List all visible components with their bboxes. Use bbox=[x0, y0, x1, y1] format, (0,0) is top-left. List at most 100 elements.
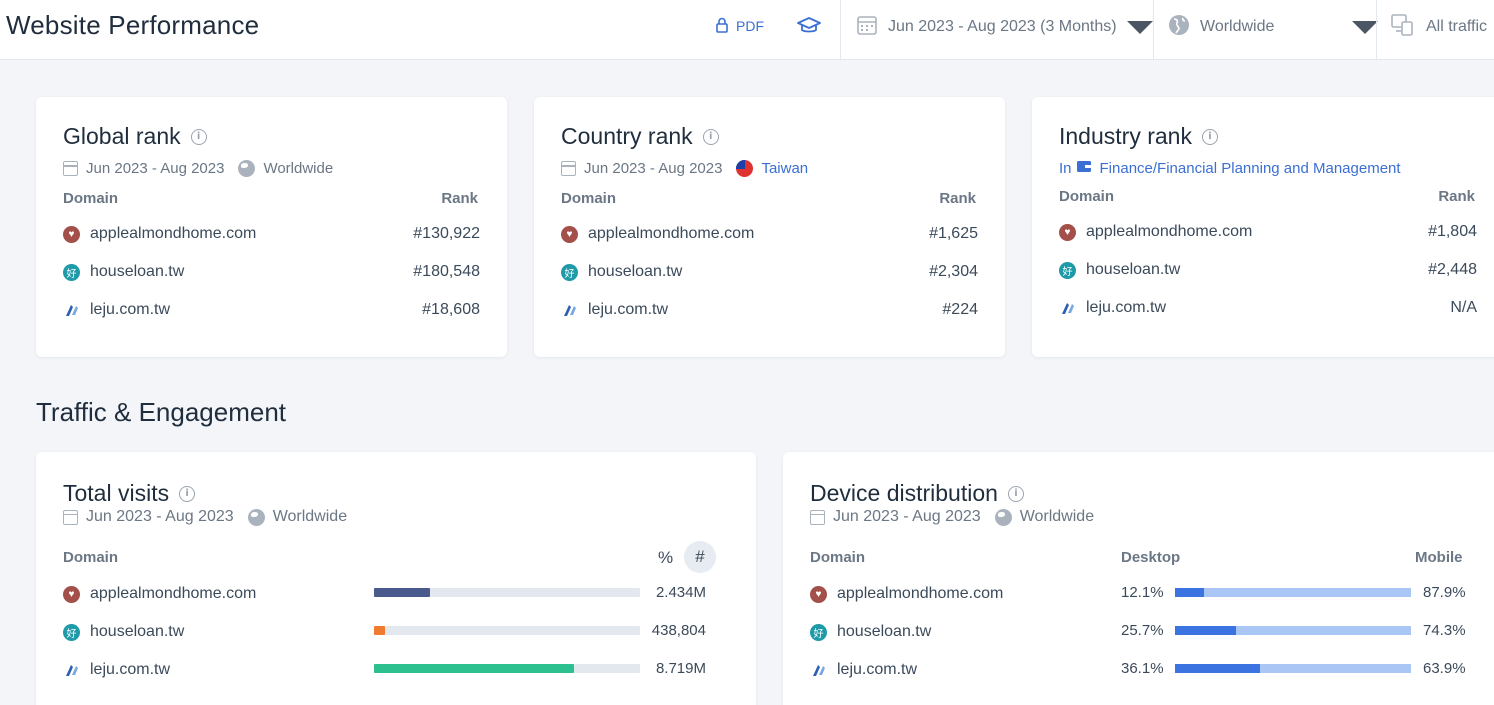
calendar-icon bbox=[561, 161, 576, 176]
column-header-mobile: Mobile bbox=[1415, 549, 1463, 566]
list-item[interactable]: 好 houseloan.tw bbox=[63, 260, 184, 284]
applealmondhome-favicon-icon: ♥ bbox=[810, 585, 827, 603]
country-link[interactable]: Taiwan bbox=[761, 160, 809, 177]
device-distribution-title: Device distribution bbox=[810, 480, 998, 506]
total-visits-card: Total visits i Jun 2023 - Aug 2023 World… bbox=[36, 452, 756, 705]
info-icon[interactable]: i bbox=[179, 485, 196, 502]
rank-value: #18,608 bbox=[422, 301, 480, 318]
applealmondhome-favicon-icon: ♥ bbox=[63, 585, 80, 603]
calendar-icon bbox=[63, 161, 78, 176]
rank-value: #1,625 bbox=[929, 225, 978, 242]
visits-value: 438,804 bbox=[651, 622, 706, 639]
mobile-share: 63.9% bbox=[1423, 660, 1466, 677]
traffic-source-dropdown[interactable]: All traffic bbox=[1390, 13, 1487, 42]
domain-name: leju.com.tw bbox=[837, 661, 918, 678]
date-range-dropdown[interactable]: Jun 2023 - Aug 2023 (3 Months) bbox=[856, 14, 1153, 40]
visits-bar-fill bbox=[374, 664, 574, 673]
devices-icon bbox=[1390, 13, 1416, 42]
column-header-rank: Rank bbox=[1438, 188, 1475, 205]
rank-value: #2,448 bbox=[1428, 261, 1477, 278]
total-visits-title: Total visits bbox=[63, 480, 170, 506]
device-bar bbox=[1175, 664, 1411, 673]
list-item[interactable]: ♥ applealmondhome.com bbox=[63, 582, 256, 606]
global-rank-title: Global rank bbox=[63, 123, 181, 149]
divider bbox=[840, 0, 841, 60]
column-header-domain: Domain bbox=[810, 549, 866, 566]
column-header-desktop: Desktop bbox=[1121, 549, 1181, 566]
rank-value: #180,548 bbox=[413, 263, 480, 280]
card-meta: Jun 2023 - Aug 2023 Worldwide bbox=[63, 508, 347, 526]
visits-bar bbox=[374, 664, 640, 673]
country-rank-title: Country rank bbox=[561, 123, 693, 149]
domain-name: houseloan.tw bbox=[90, 263, 185, 280]
houseloan-favicon-icon: 好 bbox=[63, 263, 80, 281]
domain-name: applealmondhome.com bbox=[588, 225, 755, 242]
domain-name: houseloan.tw bbox=[588, 263, 683, 280]
taiwan-flag-icon bbox=[736, 160, 754, 177]
desktop-share: 25.7% bbox=[1121, 622, 1164, 639]
globe-icon bbox=[238, 160, 256, 177]
device-bar bbox=[1175, 588, 1411, 597]
country-dropdown[interactable]: Worldwide bbox=[1168, 14, 1378, 40]
global-rank-card: Global rank i Jun 2023 - Aug 2023 Worldw… bbox=[36, 97, 507, 357]
list-item[interactable]: 好 houseloan.tw bbox=[810, 620, 931, 644]
info-icon[interactable]: i bbox=[1007, 485, 1024, 502]
calendar-icon bbox=[63, 509, 78, 525]
domain-name: houseloan.tw bbox=[1086, 261, 1181, 278]
divider bbox=[1376, 0, 1377, 60]
card-title: Total visits i bbox=[63, 480, 196, 507]
applealmondhome-favicon-icon: ♥ bbox=[1059, 223, 1076, 241]
houseloan-favicon-icon: 好 bbox=[561, 263, 578, 281]
list-item[interactable]: leju.com.tw bbox=[561, 298, 668, 322]
rank-value: #130,922 bbox=[413, 225, 480, 242]
geo-label: Worldwide bbox=[263, 160, 334, 177]
section-title: Traffic & Engagement bbox=[36, 397, 287, 427]
pdf-label: PDF bbox=[736, 18, 764, 34]
info-icon[interactable]: i bbox=[190, 128, 207, 145]
list-item[interactable]: 好 houseloan.tw bbox=[63, 620, 184, 644]
list-item[interactable]: ♥ applealmondhome.com bbox=[810, 582, 1003, 606]
calendar-icon bbox=[856, 14, 878, 41]
domain-name: houseloan.tw bbox=[837, 623, 932, 640]
percent-toggle[interactable]: % bbox=[658, 548, 674, 567]
card-meta: Jun 2023 - Aug 2023 Taiwan bbox=[561, 160, 808, 177]
list-item[interactable]: leju.com.tw bbox=[810, 658, 917, 682]
leju-favicon-icon bbox=[561, 301, 578, 319]
mobile-share: 87.9% bbox=[1423, 584, 1466, 601]
card-meta: Jun 2023 - Aug 2023 Worldwide bbox=[810, 508, 1094, 526]
list-item[interactable]: ♥ applealmondhome.com bbox=[1059, 220, 1252, 244]
list-item[interactable]: ♥ applealmondhome.com bbox=[561, 222, 754, 246]
list-item[interactable]: leju.com.tw bbox=[63, 298, 170, 322]
list-item[interactable]: leju.com.tw bbox=[63, 658, 170, 682]
leju-favicon-icon bbox=[1059, 299, 1076, 317]
info-icon[interactable]: i bbox=[702, 128, 719, 145]
date-label: Jun 2023 - Aug 2023 bbox=[86, 160, 225, 177]
page-title: Website Performance bbox=[6, 10, 260, 40]
leju-favicon-icon bbox=[63, 301, 80, 319]
number-toggle[interactable]: # bbox=[684, 541, 716, 573]
visits-bar bbox=[374, 588, 640, 597]
list-item[interactable]: 好 houseloan.tw bbox=[561, 260, 682, 284]
calendar-icon bbox=[810, 509, 825, 525]
card-title: Device distribution i bbox=[810, 480, 1024, 507]
list-item[interactable]: 好 houseloan.tw bbox=[1059, 258, 1180, 282]
desktop-bar-fill bbox=[1175, 626, 1236, 635]
pdf-export-button[interactable]: PDF bbox=[716, 14, 764, 38]
device-bar bbox=[1175, 626, 1411, 635]
date-label: Jun 2023 - Aug 2023 bbox=[833, 508, 981, 525]
list-item[interactable]: leju.com.tw bbox=[1059, 296, 1166, 320]
card-meta: Jun 2023 - Aug 2023 Worldwide bbox=[63, 160, 333, 177]
industry-link[interactable]: Finance/Financial Planning and Managemen… bbox=[1099, 159, 1401, 177]
column-header-domain: Domain bbox=[63, 190, 119, 207]
geo-label: Worldwide bbox=[1200, 18, 1275, 35]
column-header-rank: Rank bbox=[441, 190, 478, 207]
list-item[interactable]: ♥ applealmondhome.com bbox=[63, 222, 256, 246]
domain-name: leju.com.tw bbox=[588, 301, 669, 318]
academy-button[interactable] bbox=[795, 14, 823, 42]
visits-bar bbox=[374, 626, 640, 635]
desktop-bar-fill bbox=[1175, 588, 1204, 597]
domain-name: houseloan.tw bbox=[90, 623, 185, 640]
domain-name: applealmondhome.com bbox=[837, 585, 1004, 602]
info-icon[interactable]: i bbox=[1201, 128, 1218, 145]
leju-favicon-icon bbox=[63, 661, 80, 679]
